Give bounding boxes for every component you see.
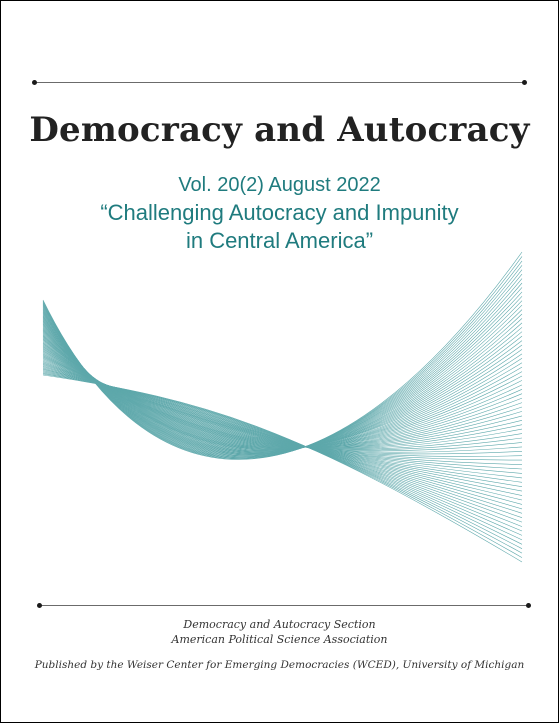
wave-line (42, 304, 523, 455)
wave-line (42, 356, 523, 487)
bottom-rule (40, 605, 528, 606)
bottom-rule-right-dot (526, 603, 531, 608)
wave-line (42, 296, 523, 455)
wave-line (42, 265, 523, 459)
wave-line (42, 323, 523, 451)
wave-line (42, 260, 523, 459)
bottom-rule-left-dot (37, 603, 42, 608)
wave-line (42, 357, 523, 492)
top-rule (35, 82, 525, 83)
wave-line (42, 374, 523, 563)
association-name: American Political Science Association (171, 633, 388, 646)
wave-line (42, 315, 523, 453)
top-rule-left-dot (32, 80, 37, 85)
issue-title-line-1: “Challenging Autocracy and Impunity (100, 200, 459, 225)
issue-title-line-2: in Central America” (185, 228, 374, 253)
volume-line: Vol. 20(2) August 2022 (178, 174, 381, 196)
section-name: Democracy and Autocracy Section (183, 618, 376, 631)
wave-line (42, 282, 523, 457)
wave-line (42, 251, 523, 460)
wave-line (42, 359, 523, 501)
wave-line (42, 313, 523, 454)
wave-line (42, 309, 523, 454)
top-rule-right-dot (522, 80, 527, 85)
wave-line (42, 358, 523, 496)
wave-line (42, 319, 523, 452)
wave-line (42, 353, 523, 474)
journal-title: Democracy and Autocracy (29, 110, 530, 150)
wave-line (42, 320, 523, 452)
wave-line (42, 354, 523, 479)
wave-line (42, 269, 523, 458)
publisher-line: Published by the Weiser Center for Emerg… (34, 659, 525, 671)
wave-line (42, 322, 523, 451)
